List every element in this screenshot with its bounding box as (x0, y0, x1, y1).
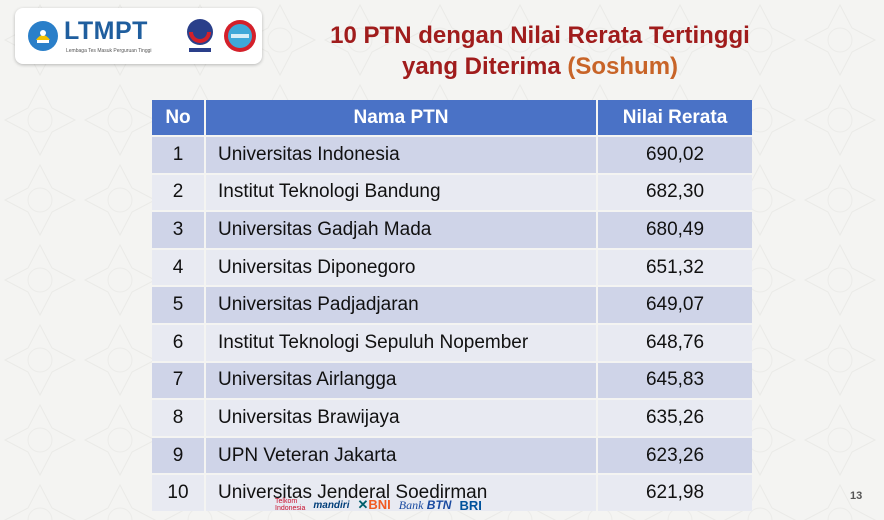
page-title: 10 PTN dengan Nilai Rerata Tertinggi yan… (290, 20, 790, 82)
row-value: 651,32 (598, 247, 752, 286)
row-no: 3 (152, 210, 206, 248)
row-name: UPN Veteran Jakarta (206, 435, 598, 474)
row-value: 690,02 (598, 135, 752, 173)
table-row: 3 Universitas Gadjah Mada 680,49 (152, 210, 752, 248)
bni-logo: ✕BNI (357, 497, 390, 513)
kemdikbud-logo-icon (28, 21, 58, 51)
row-no: 5 (152, 285, 206, 323)
row-no: 10 (152, 473, 206, 511)
table-row: 6 Institut Teknologi Sepuluh Nopember 64… (152, 322, 752, 361)
title-line-2: yang Diterima (Soshum) (290, 51, 790, 82)
mandiri-logo: mandiri (313, 499, 350, 511)
row-name: Universitas Airlangga (206, 360, 598, 399)
row-no: 2 (152, 172, 206, 211)
row-no: 4 (152, 247, 206, 286)
table-row: 7 Universitas Airlangga 645,83 (152, 360, 752, 399)
row-name: Universitas Jenderal Soedirman (206, 473, 598, 511)
table-row: 10 Universitas Jenderal Soedirman 621,98 (152, 473, 752, 511)
sbmptn-logo-icon (224, 20, 256, 52)
row-value: 635,26 (598, 398, 752, 436)
row-value: 621,98 (598, 473, 752, 511)
btn-logo: Bank BTN (399, 498, 452, 513)
sponsor-logos: Telkom Indonesia mandiri ✕BNI Bank BTN B… (275, 495, 575, 515)
row-value: 645,83 (598, 360, 752, 399)
btn-text: BTN (426, 497, 452, 512)
table-header-row: No Nama PTN Nilai Rerata (152, 100, 752, 135)
row-value: 623,26 (598, 435, 752, 474)
header-nama-ptn: Nama PTN (206, 100, 598, 135)
header-nilai-rerata: Nilai Rerata (598, 100, 752, 135)
table-row: 2 Institut Teknologi Bandung 682,30 (152, 172, 752, 211)
row-name: Universitas Indonesia (206, 135, 598, 173)
snmptn-logo-icon (187, 19, 213, 52)
telkom-line-2: Indonesia (275, 505, 306, 512)
page-number: 13 (850, 490, 863, 502)
row-name: Universitas Gadjah Mada (206, 210, 598, 248)
row-no: 7 (152, 360, 206, 399)
table-row: 8 Universitas Brawijaya 635,26 (152, 398, 752, 436)
row-no: 9 (152, 435, 206, 474)
header-no: No (152, 100, 206, 135)
row-value: 648,76 (598, 322, 752, 361)
ltmpt-logo-text: LTMPT (64, 17, 148, 45)
table-row: 9 UPN Veteran Jakarta 623,26 (152, 435, 752, 474)
title-accent: (Soshum) (567, 53, 679, 80)
row-name: Universitas Diponegoro (206, 247, 598, 286)
title-line-2-main: yang Diterima (401, 53, 568, 80)
row-name: Universitas Padjadjaran (206, 285, 598, 323)
table-row: 1 Universitas Indonesia 690,02 (152, 135, 752, 173)
row-name: Universitas Brawijaya (206, 398, 598, 436)
telkom-logo: Telkom Indonesia (275, 498, 305, 512)
table-row: 5 Universitas Padjadjaran 649,07 (152, 285, 752, 323)
title-line-1: 10 PTN dengan Nilai Rerata Tertinggi (330, 22, 750, 49)
bni-text: BNI (368, 497, 391, 512)
ranking-table: No Nama PTN Nilai Rerata 1 Universitas I… (152, 100, 752, 511)
row-name: Institut Teknologi Bandung (206, 172, 598, 211)
table-row: 4 Universitas Diponegoro 651,32 (152, 247, 752, 286)
row-name: Institut Teknologi Sepuluh Nopember (206, 322, 598, 361)
row-no: 6 (152, 322, 206, 361)
bni-mark-icon: ✕ (357, 497, 369, 512)
telkom-line-1: Telkom (275, 498, 298, 505)
row-value: 682,30 (598, 172, 752, 211)
ltmpt-tagline: Lembaga Tes Masuk Perguruan Tinggi (66, 48, 152, 54)
row-value: 649,07 (598, 285, 752, 323)
row-no: 8 (152, 398, 206, 436)
row-no: 1 (152, 135, 206, 173)
ltmpt-logo-card: LTMPT Lembaga Tes Masuk Perguruan Tinggi (15, 8, 262, 64)
btn-bank-text: Bank (398, 497, 424, 512)
bri-logo: BRI (459, 497, 482, 513)
row-value: 680,49 (598, 210, 752, 248)
